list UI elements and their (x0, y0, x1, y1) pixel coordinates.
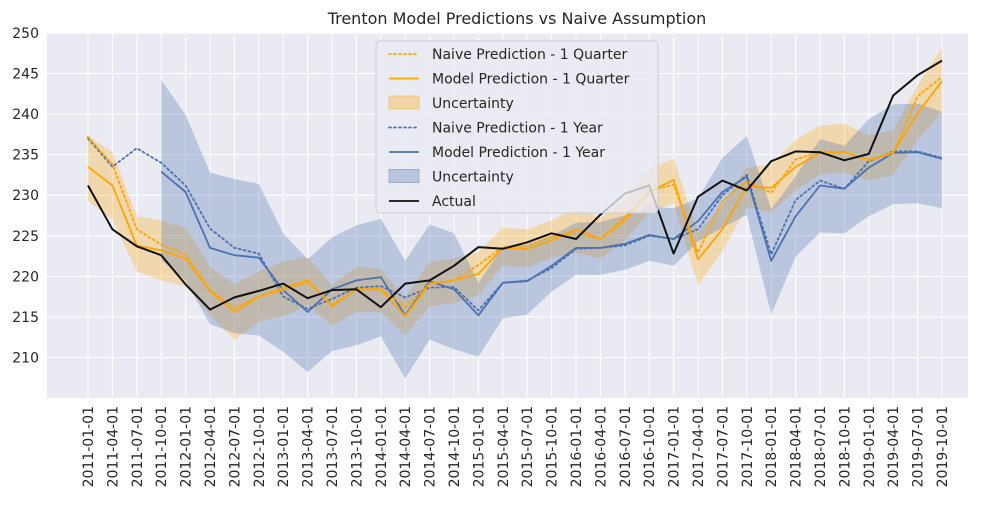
legend-label: Uncertainty (432, 170, 514, 186)
legend-swatch (388, 95, 420, 110)
x-tick-label: 2016-07-01 (618, 406, 634, 487)
series-line-6 (87, 59, 943, 311)
legend: Naive Prediction - 1 Quarter Model Predic… (375, 40, 659, 214)
x-tick-label: 2012-01-01 (179, 406, 195, 487)
y-tick-label: 250 (12, 26, 39, 42)
legend-label: Model Prediction - 1 Quarter (432, 72, 630, 88)
x-tick-label: 2011-04-01 (105, 406, 121, 487)
x-tick-label: 2018-10-01 (837, 406, 853, 487)
x-tick-label: 2017-10-01 (740, 406, 756, 487)
y-tick-label: 215 (12, 310, 39, 326)
x-tick-label: 2012-10-01 (252, 406, 268, 487)
y-tick-label: 235 (12, 148, 39, 164)
x-tick-label: 2013-04-01 (301, 406, 317, 487)
x-tick-label: 2014-04-01 (398, 406, 414, 487)
x-axis: 2011-01-01 2011-04-01 2011-07-01 2011-10-01… (81, 406, 951, 487)
x-tick-label: 2019-07-01 (911, 406, 927, 487)
x-tick-label: 2014-07-01 (423, 406, 439, 487)
y-tick-label: 245 (12, 67, 39, 83)
y-tick-label: 225 (12, 229, 39, 245)
x-tick-label: 2017-04-01 (691, 406, 707, 487)
chart-title: Trenton Model Predictions vs Naive Assum… (327, 9, 707, 28)
x-tick-label: 2015-04-01 (496, 406, 512, 487)
y-tick-label: 210 (12, 350, 39, 366)
x-tick-label: 2014-01-01 (374, 406, 390, 487)
x-tick-label: 2015-07-01 (520, 406, 536, 487)
x-tick-label: 2013-01-01 (276, 406, 292, 487)
series-lines (87, 59, 943, 317)
x-tick-label: 2015-01-01 (471, 406, 487, 487)
legend-swatch (388, 169, 420, 183)
x-tick-label: 2016-04-01 (593, 406, 609, 487)
x-tick-label: 2017-01-01 (667, 406, 683, 487)
y-tick-label: 230 (12, 188, 39, 204)
y-tick-label: 220 (12, 269, 39, 285)
x-tick-label: 2012-07-01 (227, 406, 243, 487)
legend-box (375, 40, 659, 214)
x-tick-label: 2019-04-01 (886, 406, 902, 487)
legend-label: Model Prediction - 1 Year (432, 145, 605, 161)
legend-label: Actual (432, 194, 476, 210)
x-tick-label: 2015-10-01 (545, 406, 561, 487)
x-tick-label: 2011-01-01 (81, 406, 97, 487)
series-line-1 (87, 80, 943, 317)
legend-label: Uncertainty (432, 96, 514, 112)
uncertainty-band-2 (88, 47, 942, 340)
x-tick-label: 2013-07-01 (325, 406, 341, 487)
series-line-4 (160, 151, 943, 317)
x-tick-label: 2017-07-01 (715, 406, 731, 487)
x-tick-label: 2016-10-01 (642, 406, 658, 487)
y-tick-label: 240 (12, 107, 39, 123)
x-tick-label: 2016-01-01 (569, 406, 585, 487)
x-tick-label: 2014-10-01 (447, 406, 463, 487)
x-tick-label: 2011-10-01 (154, 406, 170, 487)
x-tick-label: 2013-10-01 (349, 406, 365, 487)
x-tick-label: 2011-07-01 (130, 406, 146, 487)
x-tick-label: 2019-10-01 (935, 406, 951, 487)
legend-label: Naive Prediction - 1 Quarter (432, 47, 627, 63)
x-tick-label: 2018-07-01 (813, 406, 829, 487)
y-axis: 210 215 220 225 230 235 240 245 250 (12, 26, 39, 366)
uncertainty-bands (88, 47, 942, 379)
legend-label: Naive Prediction - 1 Year (432, 121, 603, 137)
x-tick-label: 2012-04-01 (203, 406, 219, 487)
x-tick-label: 2018-04-01 (789, 406, 805, 487)
x-tick-label: 2018-01-01 (764, 406, 780, 487)
uncertainty-band-5 (161, 80, 942, 379)
x-tick-label: 2019-01-01 (862, 406, 878, 487)
